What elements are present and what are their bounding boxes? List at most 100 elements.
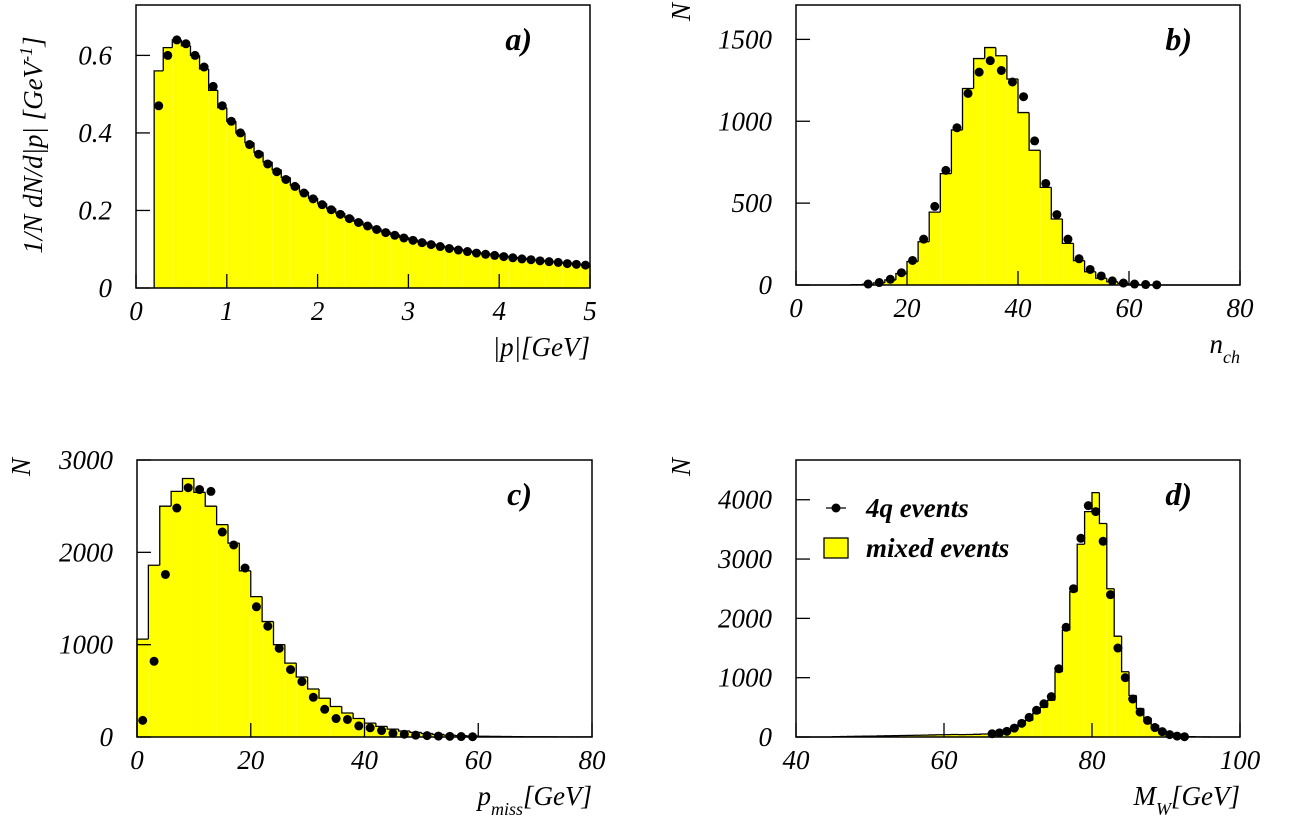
x-tick-label: 5 xyxy=(583,296,597,326)
data-point xyxy=(297,677,307,687)
data-point xyxy=(245,140,254,150)
hist-bin xyxy=(317,203,327,288)
label-part: [GeV] xyxy=(1171,781,1240,811)
hist-bin xyxy=(193,492,206,737)
hist-outline xyxy=(329,698,342,708)
hist-bin xyxy=(1032,713,1041,737)
data-point xyxy=(1098,536,1108,546)
hist-bin xyxy=(1025,720,1033,737)
data-point xyxy=(499,252,509,262)
data-point xyxy=(1106,590,1115,600)
hist-bin xyxy=(929,212,941,285)
hist-bin xyxy=(171,491,183,737)
data-point xyxy=(251,602,261,612)
data-point xyxy=(562,259,572,269)
hist-outline xyxy=(1028,112,1041,151)
hist-bin xyxy=(940,173,952,285)
data-point xyxy=(163,50,173,60)
x-tick-label: 0 xyxy=(789,293,803,323)
hist-bin xyxy=(951,734,959,737)
hist-bin xyxy=(921,735,930,737)
data-point xyxy=(1061,622,1071,632)
data-point xyxy=(1002,726,1012,736)
label-part: -1 xyxy=(16,47,36,62)
y-axis-label: N xyxy=(666,1,696,22)
data-point xyxy=(299,188,309,198)
hist-outline xyxy=(284,644,297,664)
label-part: W xyxy=(1156,799,1173,816)
data-point xyxy=(580,260,590,270)
hist-bin xyxy=(1073,260,1085,285)
data-point xyxy=(896,268,906,278)
data-point xyxy=(417,238,427,248)
label-part: n xyxy=(1210,329,1224,359)
hist-bin xyxy=(254,152,264,288)
hist-bin xyxy=(995,55,1007,285)
y-tick-label: 2000 xyxy=(718,603,773,633)
data-point xyxy=(426,240,436,250)
hist-bin xyxy=(471,252,482,288)
hist-bin xyxy=(1029,150,1041,285)
legend-swatch xyxy=(823,537,849,559)
legend-label: mixed events xyxy=(866,533,1009,563)
panel: 0 20 40 60 80 0 1000 2000 3000 pmiss[GeV] Nc) xyxy=(6,445,606,816)
hist-bin xyxy=(535,260,545,288)
data-point xyxy=(863,279,873,289)
data-point xyxy=(281,174,291,184)
hist-outline xyxy=(1076,543,1085,592)
data-point xyxy=(390,230,400,240)
panel-label: a) xyxy=(505,21,532,57)
hist-bin xyxy=(1114,636,1122,737)
hist-outline xyxy=(170,490,183,507)
data-point xyxy=(217,527,227,537)
x-tick-label: 0 xyxy=(129,296,143,326)
hist-bin xyxy=(1092,492,1100,737)
hist-outline xyxy=(204,492,217,507)
y-tick-label: 3000 xyxy=(717,544,773,574)
label-part: [GeV] xyxy=(523,781,592,811)
hist-bin xyxy=(1069,591,1078,737)
hist-bin xyxy=(966,734,974,737)
data-point xyxy=(1039,699,1049,709)
hist-bin xyxy=(571,263,581,288)
x-axis-label: nch xyxy=(1210,329,1241,367)
hist-bin xyxy=(263,162,273,288)
hist-bin xyxy=(490,254,500,288)
hist-bin xyxy=(172,39,182,288)
data-point xyxy=(172,503,182,513)
y-tick-label: 0.4 xyxy=(78,118,112,148)
label-part: M xyxy=(1133,781,1158,811)
data-point xyxy=(149,656,159,666)
label-part: N xyxy=(666,1,696,22)
data-point xyxy=(1113,643,1123,653)
hist-bin xyxy=(517,258,527,288)
data-point xyxy=(1128,694,1138,704)
hist-bin xyxy=(1106,588,1115,737)
x-axis-label: MW[GeV] xyxy=(1133,781,1241,816)
hist-outline xyxy=(352,712,365,720)
hist-bin xyxy=(296,676,308,737)
data-point xyxy=(408,235,418,245)
hist-bin xyxy=(319,698,331,737)
plot-frame xyxy=(795,459,1241,738)
hist-bin xyxy=(408,239,418,288)
hist-bin xyxy=(341,712,354,737)
data-point xyxy=(138,715,148,725)
hist-bin xyxy=(1040,187,1052,285)
y-tick-label: 1000 xyxy=(59,630,114,660)
hist-bin xyxy=(1099,523,1107,737)
hist-bin xyxy=(426,243,436,288)
data-point xyxy=(1041,178,1051,188)
hist-outline xyxy=(295,663,308,678)
hist-outline xyxy=(306,676,319,690)
data-point xyxy=(433,731,443,741)
hist-bin xyxy=(399,237,409,288)
data-point xyxy=(229,540,239,550)
y-tick-label: 0 xyxy=(759,722,773,752)
data-point xyxy=(996,65,1006,75)
y-tick-label: 0 xyxy=(99,273,113,303)
data-point xyxy=(1007,77,1017,87)
label-part: N xyxy=(666,456,696,477)
data-point xyxy=(190,50,200,60)
hist-bin xyxy=(299,191,309,288)
